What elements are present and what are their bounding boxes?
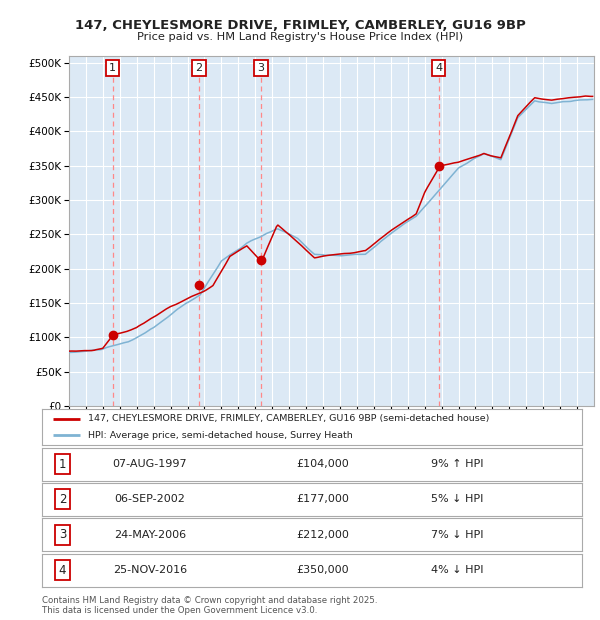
Text: 4% ↓ HPI: 4% ↓ HPI: [431, 565, 484, 575]
Text: 7% ↓ HPI: 7% ↓ HPI: [431, 529, 484, 540]
Text: Price paid vs. HM Land Registry's House Price Index (HPI): Price paid vs. HM Land Registry's House …: [137, 32, 463, 42]
Text: £177,000: £177,000: [296, 494, 349, 505]
Text: 06-SEP-2002: 06-SEP-2002: [115, 494, 185, 505]
Text: HPI: Average price, semi-detached house, Surrey Heath: HPI: Average price, semi-detached house,…: [88, 431, 353, 440]
Text: 147, CHEYLESMORE DRIVE, FRIMLEY, CAMBERLEY, GU16 9BP (semi-detached house): 147, CHEYLESMORE DRIVE, FRIMLEY, CAMBERL…: [88, 414, 489, 423]
Text: 1: 1: [109, 63, 116, 73]
Text: 3: 3: [257, 63, 265, 73]
Text: 24-MAY-2006: 24-MAY-2006: [114, 529, 186, 540]
Text: 147, CHEYLESMORE DRIVE, FRIMLEY, CAMBERLEY, GU16 9BP: 147, CHEYLESMORE DRIVE, FRIMLEY, CAMBERL…: [74, 19, 526, 32]
Text: 2: 2: [59, 493, 66, 506]
Text: £212,000: £212,000: [296, 529, 349, 540]
Text: 3: 3: [59, 528, 66, 541]
Text: 4: 4: [435, 63, 442, 73]
Text: 4: 4: [59, 564, 66, 577]
Text: 07-AUG-1997: 07-AUG-1997: [113, 459, 187, 469]
Text: 1: 1: [59, 458, 66, 471]
Text: 5% ↓ HPI: 5% ↓ HPI: [431, 494, 483, 505]
Text: £104,000: £104,000: [296, 459, 349, 469]
Text: 25-NOV-2016: 25-NOV-2016: [113, 565, 187, 575]
Text: 2: 2: [195, 63, 202, 73]
Text: £350,000: £350,000: [296, 565, 349, 575]
Text: Contains HM Land Registry data © Crown copyright and database right 2025.
This d: Contains HM Land Registry data © Crown c…: [42, 596, 377, 615]
Text: 9% ↑ HPI: 9% ↑ HPI: [431, 459, 484, 469]
